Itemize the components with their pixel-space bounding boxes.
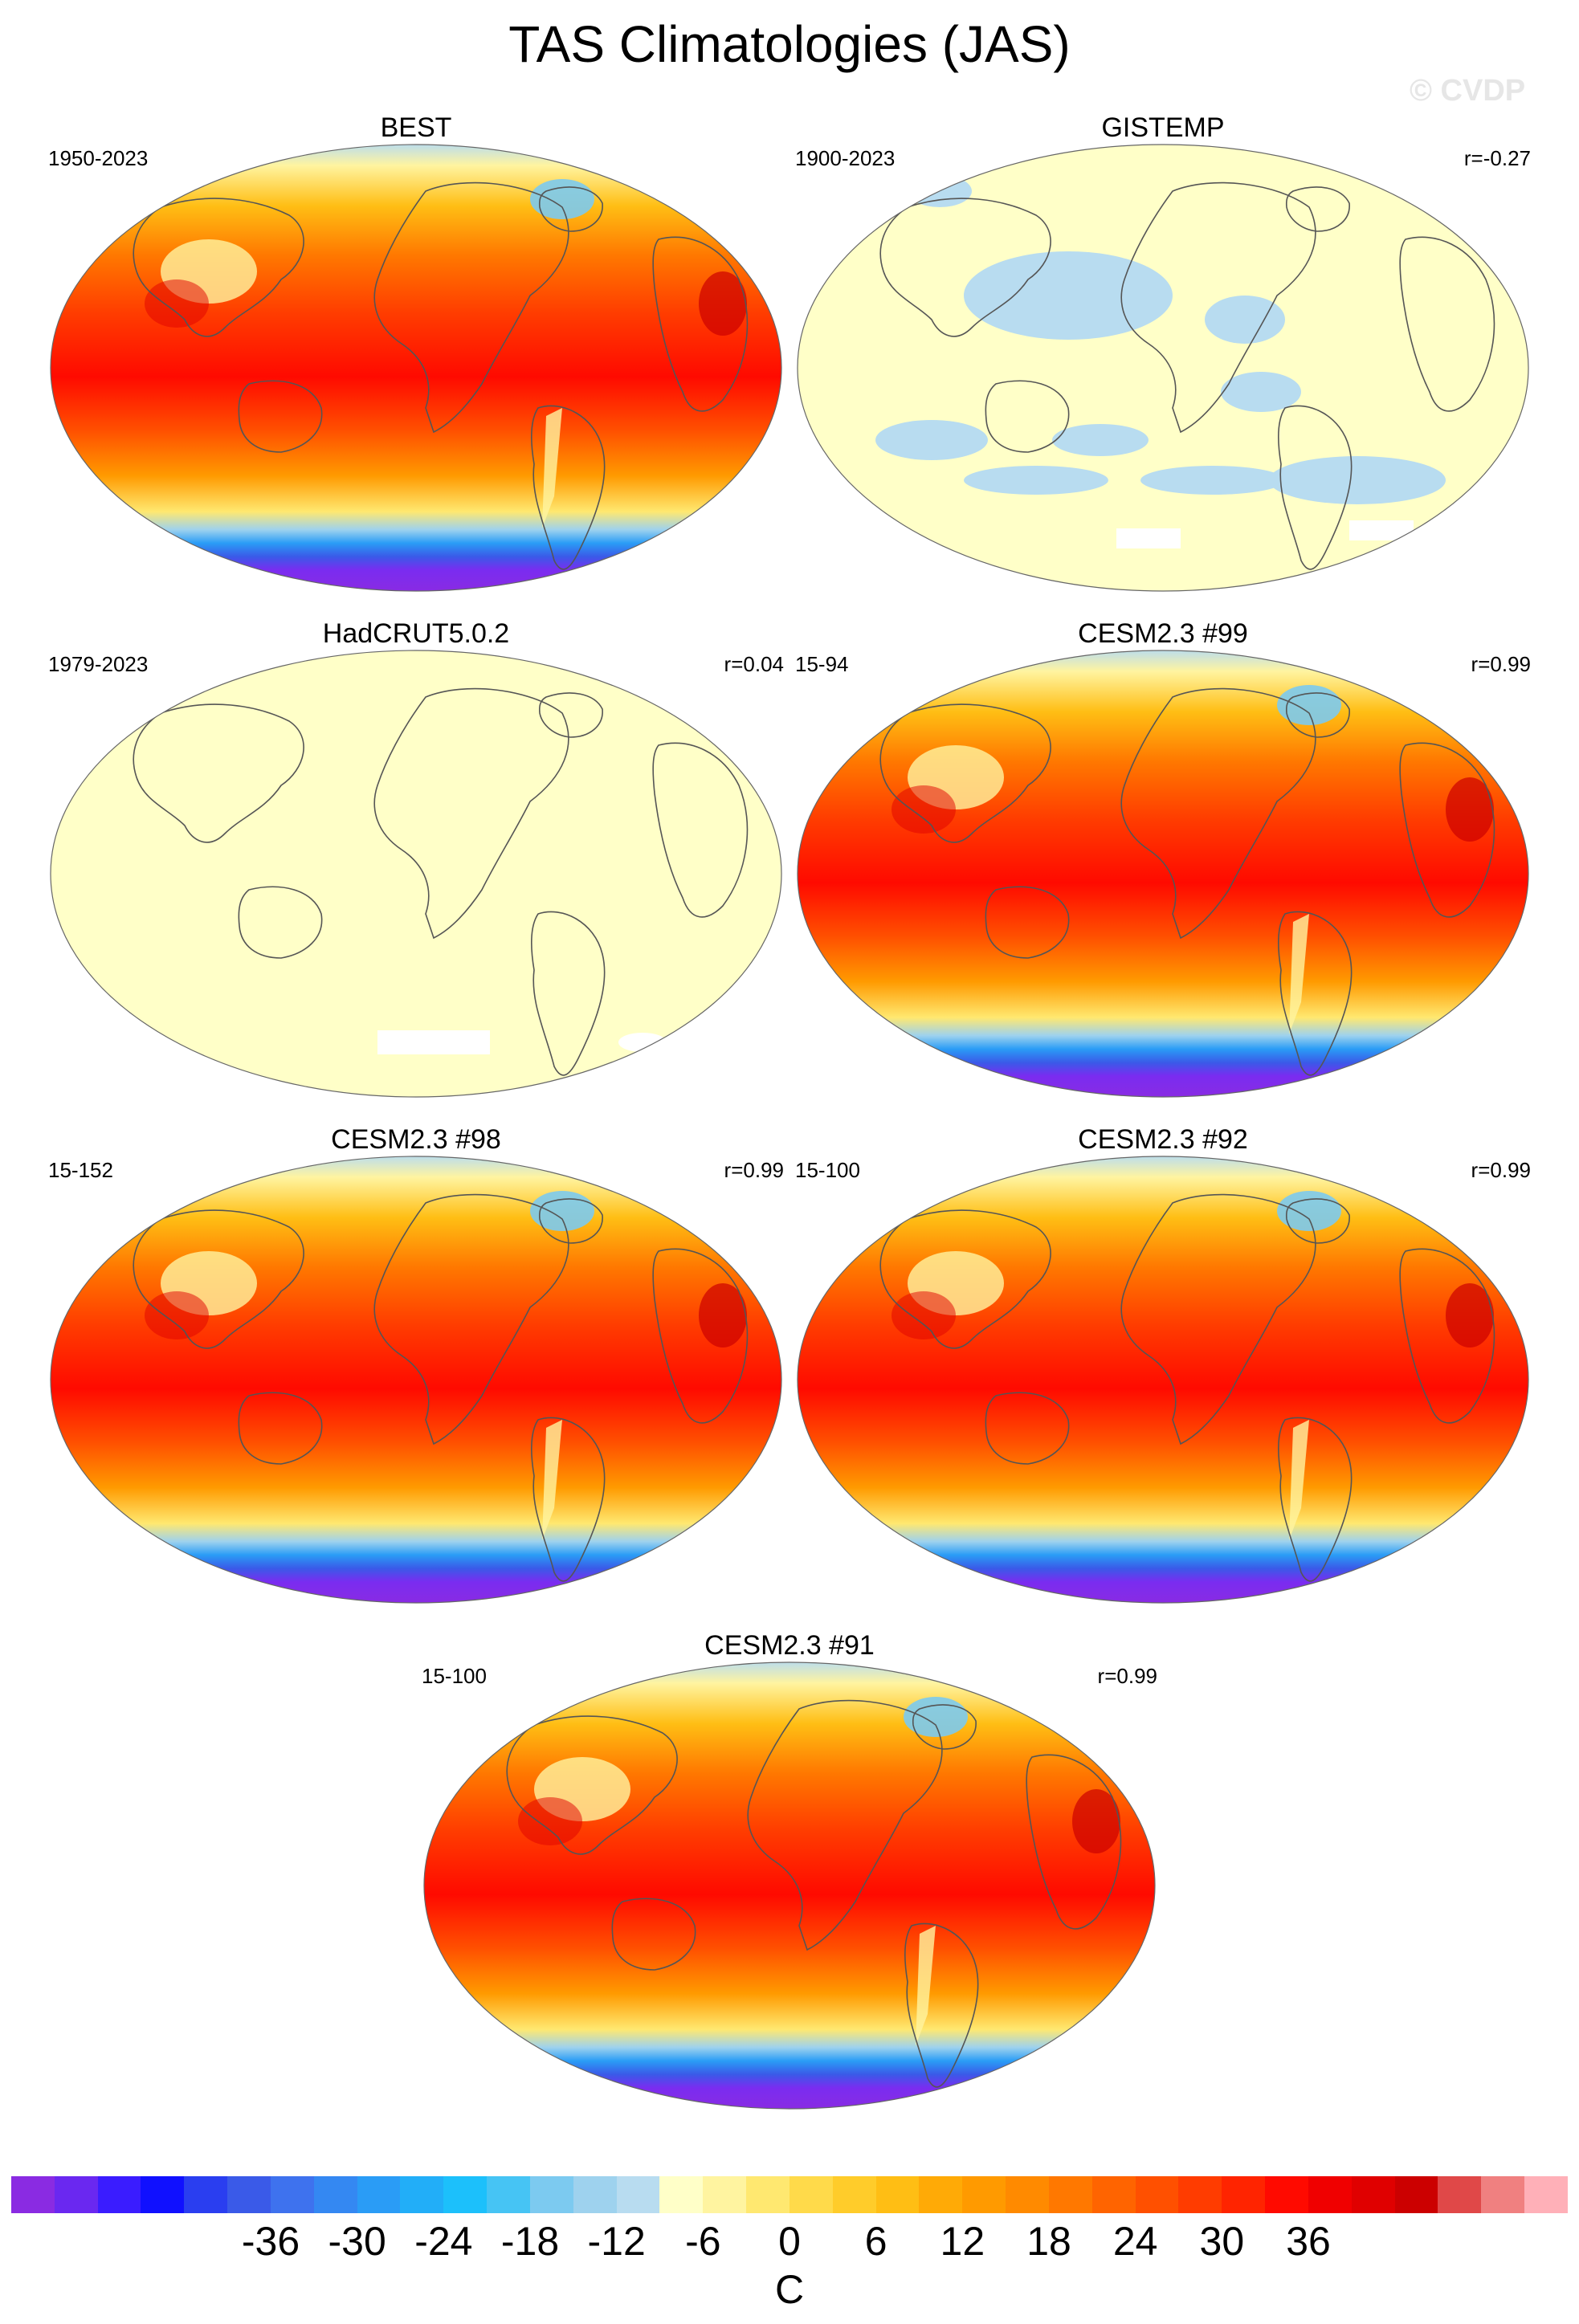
robinson-map [423, 1661, 1156, 2110]
map-panel: HadCRUT5.0.2 1979-2023 r=0.04 [48, 618, 784, 1098]
watermark: © CVDP [1410, 74, 1526, 108]
colorbar-segment [443, 2176, 488, 2213]
robinson-map [50, 650, 782, 1098]
page-title: TAS Climatologies (JAS) [508, 15, 1071, 73]
colorbar-labels: -36 -30 -24 -18 -12 -6 0 6 12 18 24 30 36 [11, 2218, 1568, 2266]
colorbar-tick-label: -24 [414, 2219, 473, 2264]
colorbar-segment [746, 2176, 790, 2213]
colorbar-segment [1091, 2176, 1136, 2213]
colorbar-segment [1351, 2176, 1395, 2213]
colorbar-segment [703, 2176, 747, 2213]
colorbar-tick-label: 36 [1286, 2219, 1331, 2264]
colorbar-segment [357, 2176, 401, 2213]
colorbar-segment [1178, 2176, 1222, 2213]
robinson-map [50, 144, 782, 592]
panel-years: 15-100 [422, 1664, 487, 1688]
panel-title: CESM2.3 #91 [704, 1630, 875, 1661]
colorbar-segment [1222, 2176, 1266, 2213]
colorbar-tick-label: -36 [241, 2219, 300, 2264]
map-panel: CESM2.3 #98 15-152 r=0.99 [48, 1124, 784, 1604]
colorbar-tick-label: 18 [1026, 2219, 1071, 2264]
panel-correlation: r=0.99 [1097, 1664, 1157, 1688]
robinson-map [50, 1156, 782, 1604]
colorbar-segment [1524, 2176, 1568, 2213]
colorbar-segment [529, 2176, 573, 2213]
colorbar-segment [141, 2176, 185, 2213]
colorbar-tick-label: 24 [1112, 2219, 1158, 2264]
colorbar-segment [832, 2176, 876, 2213]
colorbar-tick-label: 30 [1199, 2219, 1245, 2264]
colorbar-segment [1438, 2176, 1482, 2213]
panel-years: 15-94 [795, 652, 849, 676]
map-panel: CESM2.3 #99 15-94 r=0.99 [795, 618, 1531, 1098]
colorbar-tick-label: 0 [778, 2219, 801, 2264]
panel-years: 1979-2023 [48, 652, 149, 676]
robinson-map [797, 1156, 1529, 1604]
colorbar-tick-label: -18 [500, 2219, 560, 2264]
map-panel: CESM2.3 #92 15-100 r=0.99 [795, 1124, 1531, 1604]
panel-title: BEST [380, 112, 452, 143]
colorbar-tick-label: -30 [328, 2219, 386, 2264]
colorbar-segment [227, 2176, 271, 2213]
colorbar-segment [962, 2176, 1006, 2213]
colorbar-segment [789, 2176, 833, 2213]
colorbar-segment [97, 2176, 141, 2213]
panel-title: HadCRUT5.0.2 [322, 618, 510, 649]
panel-years: 15-152 [48, 1158, 113, 1182]
colorbar-segment [1481, 2176, 1524, 2213]
robinson-map [797, 650, 1529, 1098]
panel-years: 1900-2023 [795, 146, 896, 170]
colorbar-segment [1048, 2176, 1092, 2213]
colorbar-segment [1006, 2176, 1049, 2213]
colorbar-segment [1394, 2176, 1438, 2213]
colorbar-segment [659, 2176, 704, 2213]
colorbar-segment [54, 2176, 98, 2213]
panel-title: CESM2.3 #98 [331, 1124, 501, 1155]
colorbar-segment [184, 2176, 228, 2213]
colorbar-segment [573, 2176, 617, 2213]
colorbar-segment [487, 2176, 530, 2213]
panel-correlation: r=0.99 [724, 1158, 784, 1182]
colorbar-tick-label: -12 [587, 2219, 646, 2264]
map-panel: BEST 1950-2023 [48, 112, 784, 592]
colorbar-segment [400, 2176, 444, 2213]
colorbar-segment [11, 2176, 55, 2213]
map-panel: GISTEMP 1900-2023 r=-0.27 [795, 112, 1531, 592]
colorbar-tick-label: -6 [685, 2219, 721, 2264]
colorbar-tick-label: 6 [864, 2219, 887, 2264]
colorbar-segment [1135, 2176, 1179, 2213]
panel-correlation: r=0.99 [1471, 1158, 1531, 1182]
panel-years: 1950-2023 [48, 146, 149, 170]
colorbar-segment [1265, 2176, 1308, 2213]
panel-title: CESM2.3 #92 [1078, 1124, 1248, 1155]
panel-correlation: r=0.99 [1471, 652, 1531, 676]
colorbar-segment [919, 2176, 963, 2213]
panel-title: GISTEMP [1101, 112, 1225, 143]
colorbar-segment [875, 2176, 920, 2213]
panel-correlation: r=-0.27 [1463, 146, 1531, 170]
colorbar-segment [1308, 2176, 1352, 2213]
robinson-map [797, 144, 1529, 592]
map-panel: CESM2.3 #91 15-100 r=0.99 [422, 1630, 1157, 2110]
panel-years: 15-100 [795, 1158, 860, 1182]
colorbar [11, 2176, 1568, 2213]
colorbar-tick-label: 12 [940, 2219, 985, 2264]
colorbar-segment [616, 2176, 660, 2213]
panel-correlation: r=0.04 [724, 652, 784, 676]
panel-title: CESM2.3 #99 [1078, 618, 1248, 649]
colorbar-segment [270, 2176, 314, 2213]
colorbar-segment [313, 2176, 357, 2213]
colorbar-unit: C [774, 2267, 805, 2312]
